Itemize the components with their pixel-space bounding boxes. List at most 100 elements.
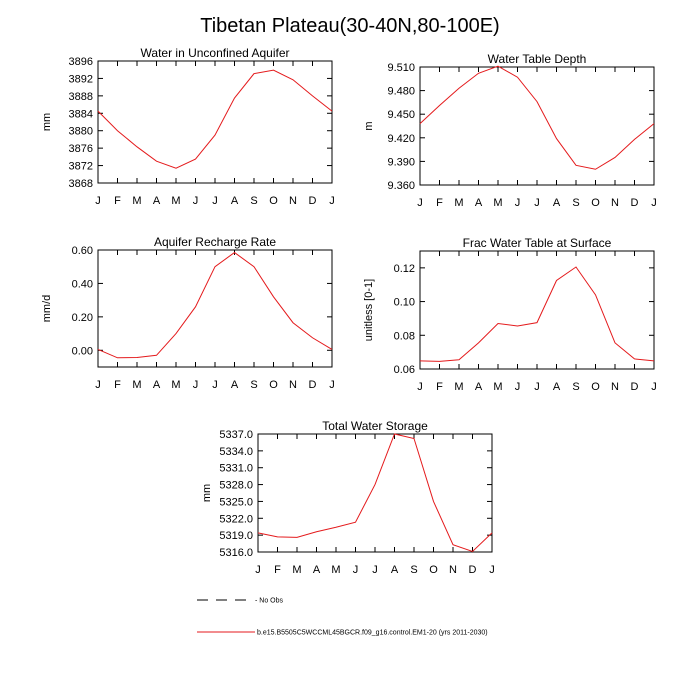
y-tick-label: 3868: [69, 178, 93, 190]
panel-title: Frac Water Table at Surface: [463, 236, 612, 250]
x-tick-label: S: [572, 197, 579, 209]
x-tick-label: M: [171, 379, 180, 391]
y-axis-label: mm/d: [41, 295, 53, 323]
y-tick-label: 5319.0: [219, 530, 253, 542]
x-tick-label: N: [449, 564, 457, 576]
y-tick-label: 3880: [69, 126, 93, 138]
x-tick-label: J: [329, 379, 335, 391]
x-tick-label: J: [489, 564, 495, 576]
legend: - No Obs b.e15.B5505C5WCCML45BGCR.f09_g1…: [197, 598, 488, 637]
legend-model-label: b.e15.B5505C5WCCML45BGCR.f09_g16.control…: [257, 630, 488, 637]
y-tick-label: 3888: [69, 91, 93, 103]
series-line: [97, 69, 333, 169]
y-tick-label: 3896: [69, 56, 93, 68]
x-tick-label: J: [515, 197, 521, 209]
y-tick-label: 5337.0: [219, 429, 253, 441]
x-tick-label: A: [313, 564, 321, 576]
x-tick-label: S: [572, 381, 579, 393]
y-tick-label: 0.20: [72, 312, 93, 324]
x-tick-label: O: [591, 381, 600, 393]
x-tick-label: M: [132, 195, 141, 207]
x-tick-label: M: [493, 381, 502, 393]
x-tick-label: J: [212, 379, 218, 391]
x-tick-label: A: [153, 195, 161, 207]
x-tick-label: J: [534, 197, 540, 209]
x-tick-label: J: [193, 195, 199, 207]
x-tick-label: A: [475, 381, 483, 393]
y-tick-label: 3872: [69, 161, 93, 173]
plot-frame: [419, 66, 655, 186]
y-tick-label: 5316.0: [219, 547, 253, 559]
x-tick-label: F: [274, 564, 281, 576]
x-tick-label: D: [309, 195, 317, 207]
y-tick-label: 0.10: [394, 297, 415, 309]
x-tick-label: D: [469, 564, 477, 576]
x-tick-label: O: [591, 197, 600, 209]
x-tick-label: A: [153, 379, 161, 391]
panel-title: Total Water Storage: [322, 419, 428, 433]
x-tick-label: J: [329, 195, 335, 207]
y-tick-label: 9.360: [387, 180, 415, 192]
x-tick-label: N: [611, 381, 619, 393]
y-tick-label: 3892: [69, 73, 93, 85]
x-tick-label: J: [95, 195, 101, 207]
series-line: [97, 251, 333, 359]
x-tick-label: F: [114, 379, 121, 391]
x-tick-label: A: [391, 564, 399, 576]
x-tick-label: J: [95, 379, 101, 391]
x-tick-label: F: [114, 195, 121, 207]
plot-frame: [419, 250, 655, 370]
y-tick-label: 0.06: [394, 364, 415, 376]
y-axis-label: m: [363, 121, 375, 130]
x-tick-label: J: [417, 381, 423, 393]
series-line: [257, 433, 493, 553]
y-tick-label: 3884: [69, 108, 93, 120]
x-tick-label: S: [410, 564, 417, 576]
figure-title: Tibetan Plateau(30-40N,80-100E): [200, 15, 499, 37]
x-tick-label: S: [250, 195, 257, 207]
y-tick-label: 5322.0: [219, 513, 253, 525]
x-tick-label: J: [193, 379, 199, 391]
y-tick-label: 9.420: [387, 133, 415, 145]
y-tick-label: 5331.0: [219, 463, 253, 475]
x-tick-label: O: [269, 379, 278, 391]
y-tick-label: 0.12: [394, 263, 415, 275]
x-tick-label: J: [372, 564, 378, 576]
x-tick-label: M: [331, 564, 340, 576]
x-tick-label: J: [212, 195, 218, 207]
x-tick-label: A: [231, 379, 239, 391]
y-axis-label: unitless [0-1]: [363, 279, 375, 341]
x-tick-label: N: [611, 197, 619, 209]
x-tick-label: N: [289, 379, 297, 391]
x-tick-label: D: [309, 379, 317, 391]
x-tick-label: M: [454, 381, 463, 393]
x-tick-label: A: [553, 381, 561, 393]
plot-frame: [97, 60, 333, 184]
plot-frame: [257, 433, 493, 553]
series-line: [419, 65, 655, 170]
legend-obs-label: - No Obs: [255, 598, 284, 605]
x-tick-label: N: [289, 195, 297, 207]
x-tick-label: A: [231, 195, 239, 207]
x-tick-label: J: [417, 197, 423, 209]
y-tick-label: 9.480: [387, 86, 415, 98]
x-tick-label: M: [454, 197, 463, 209]
y-tick-label: 5328.0: [219, 480, 253, 492]
y-tick-label: 3876: [69, 143, 93, 155]
x-tick-label: J: [353, 564, 359, 576]
x-tick-label: D: [631, 381, 639, 393]
panel-title: Aquifer Recharge Rate: [154, 235, 276, 249]
x-tick-label: M: [132, 379, 141, 391]
y-tick-label: 9.510: [387, 62, 415, 74]
x-tick-label: A: [475, 197, 483, 209]
x-tick-label: F: [436, 197, 443, 209]
x-tick-label: M: [292, 564, 301, 576]
y-tick-label: 5325.0: [219, 496, 253, 508]
series-line: [419, 266, 655, 362]
x-tick-label: S: [250, 379, 257, 391]
panel-title: Water in Unconfined Aquifer: [141, 46, 290, 60]
y-tick-label: 9.390: [387, 156, 415, 168]
